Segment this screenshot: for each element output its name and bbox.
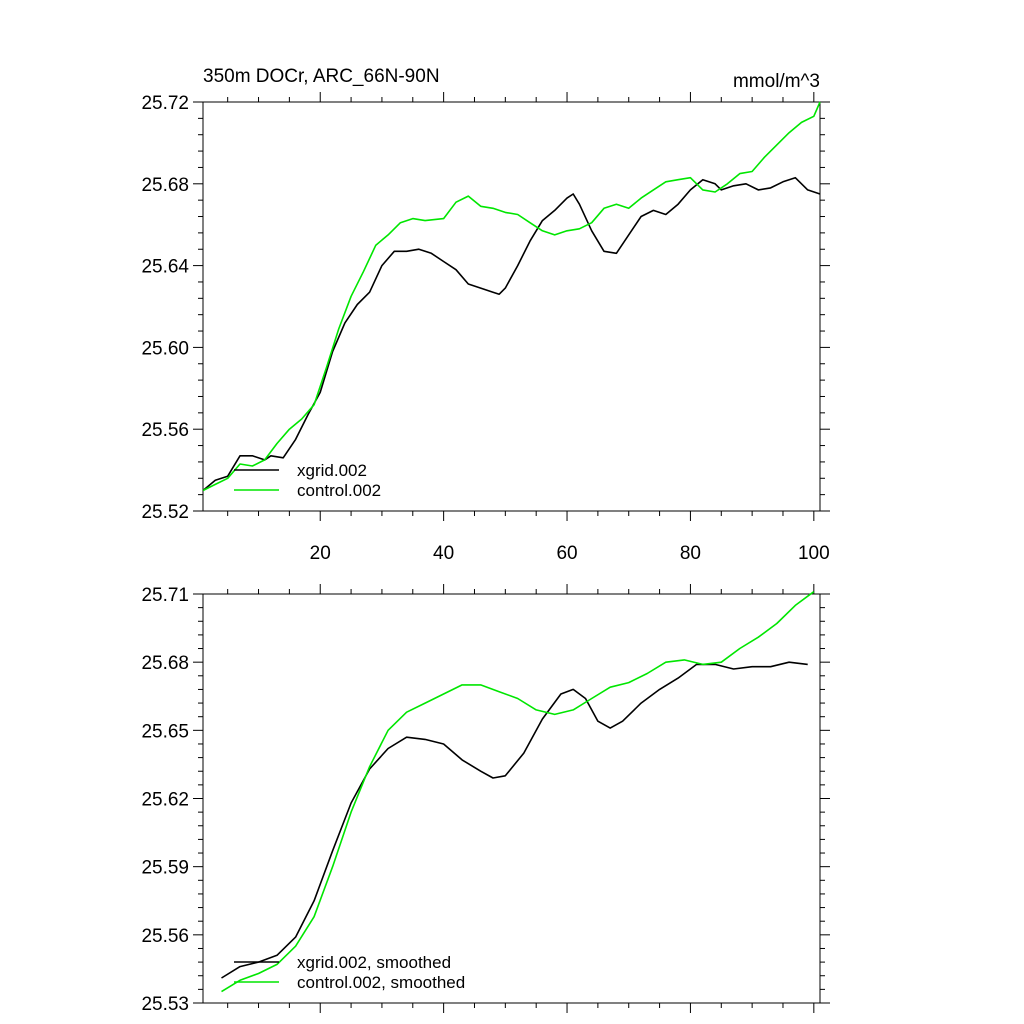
top-x-tick-label: 40 [433,543,454,564]
top-y-tick-label: 25.72 [141,93,189,114]
top-x-tick-labels: 20 40 60 80 100 [310,543,830,564]
top-plot-frame [202,101,821,512]
bottom-y-tick-label: 25.53 [141,994,189,1015]
top-y-tick-label: 25.56 [141,420,189,441]
top-y-tick-label: 25.68 [141,175,189,196]
top-panel: 350m DOCr, ARC_66N-90N mmol/m^3 25.5225.… [141,66,830,564]
top-series-line-xgrid [202,176,821,492]
bottom-legend-label: xgrid.002, smoothed [297,953,451,972]
top-y-tick-label: 25.64 [141,257,189,278]
bottom-y-tick-labels: 25.53 25.56 25.59 25.62 25.65 25.68 25.71 [141,585,189,1015]
bottom-y-tick-label: 25.59 [141,858,189,879]
bottom-axis-ticks [193,584,830,1013]
top-chart-units: mmol/m^3 [733,71,820,92]
top-legend-label: xgrid.002 [297,461,367,480]
top-y-tick-label: 25.52 [141,502,189,523]
top-x-tick-label: 100 [798,543,830,564]
top-legend-label: control.002 [297,481,381,500]
bottom-series-line-xgrid [221,661,808,979]
bottom-y-tick-label: 25.56 [141,926,189,947]
top-axis-ticks [193,92,830,521]
bottom-y-tick-label: 25.71 [141,585,189,606]
top-series-line-control [202,101,821,492]
bottom-y-tick-label: 25.65 [141,721,189,742]
top-y-tick-label: 25.60 [141,338,189,359]
top-y-tick-labels: 25.52 25.56 25.60 25.64 25.68 25.72 [141,93,189,523]
top-x-tick-label: 20 [310,543,331,564]
top-x-tick-label: 80 [680,543,701,564]
bottom-y-tick-label: 25.62 [141,790,189,811]
top-series-lines [202,101,821,492]
top-chart-title: 350m DOCr, ARC_66N-90N [203,66,440,87]
top-x-tick-label: 60 [556,543,577,564]
bottom-legend-label: control.002, smoothed [297,973,465,992]
bottom-series-lines [221,591,815,993]
bottom-plot-frame [202,593,821,1004]
bottom-panel: 25.53 25.56 25.59 25.62 25.65 25.68 25.71 xgri… [141,584,830,1015]
bottom-series-line-control [221,591,815,993]
bottom-y-tick-label: 25.68 [141,653,189,674]
